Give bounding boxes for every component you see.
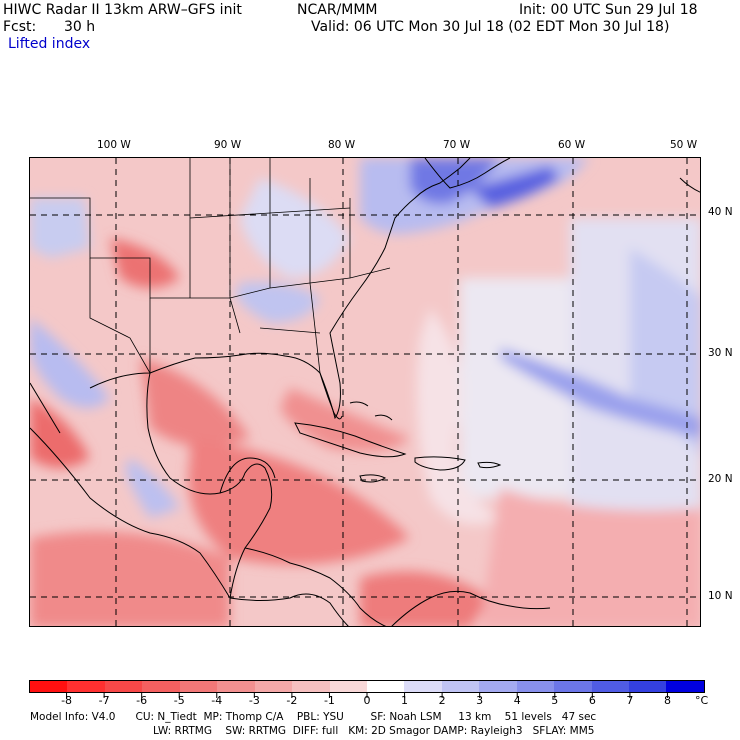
colorbar-swatch (479, 681, 517, 692)
colorbar-tick-label: -7 (98, 694, 110, 707)
colorbar-tick-label: 1 (401, 694, 409, 707)
colorbar-tick-label: -4 (211, 694, 223, 707)
map-canvas (30, 158, 700, 626)
colorbar-swatch (366, 681, 405, 692)
colorbar-swatch (591, 681, 629, 692)
coastlines (30, 158, 700, 626)
colorbar-swatch (554, 681, 592, 692)
lat-lon-grid (30, 158, 700, 626)
colorbar-tick-label: -8 (61, 694, 73, 707)
colorbar-swatch (104, 681, 143, 692)
colorbar-tick-label: -6 (136, 694, 148, 707)
colorbar-swatch (67, 681, 105, 692)
model-title: HIWC Radar II 13km ARW–GFS init (3, 2, 242, 18)
lon-label-60w: 60 W (558, 139, 586, 151)
colorbar-swatch (329, 681, 367, 692)
colorbar-tick-label: 0 (363, 694, 371, 707)
lat-label-30n: 30 N (708, 347, 733, 359)
colorbar-swatch (179, 681, 218, 692)
colorbar-tick-label: 5 (551, 694, 559, 707)
field-shading (30, 158, 700, 626)
model-info-line2: LW: RRTMG SW: RRTMG DIFF: full KM: 2D Sm… (153, 725, 595, 737)
forecast-hour: 30 h (64, 19, 96, 35)
political-borders (30, 158, 391, 374)
colorbar-swatch (30, 681, 68, 692)
colorbar-swatch (404, 681, 442, 692)
lon-label-70w: 70 W (443, 139, 471, 151)
lifted-index-map (29, 157, 701, 627)
colorbar-tick-label: -3 (248, 694, 260, 707)
organization-label: NCAR/MMM (297, 2, 378, 18)
colorbar-swatch (254, 681, 293, 692)
valid-time: Valid: 06 UTC Mon 30 Jul 18 (02 EDT Mon … (311, 19, 670, 35)
colorbar-tick-label: -5 (173, 694, 185, 707)
colorbar-tick-label: 6 (588, 694, 596, 707)
colorbar-tick-label: 8 (663, 694, 671, 707)
colorbar-swatch (666, 681, 704, 692)
colorbar-swatch (217, 681, 255, 692)
colorbar-tick-label: 3 (476, 694, 484, 707)
model-info-line1: Model Info: V4.0 CU: N_Tiedt MP: Thomp C… (30, 711, 597, 723)
colorbar-swatch (292, 681, 330, 692)
lifted-index-colorbar (29, 680, 705, 693)
lon-label-80w: 80 W (328, 139, 356, 151)
colorbar-tick-label: 7 (626, 694, 634, 707)
lat-label-40n: 40 N (708, 206, 733, 218)
colorbar-swatch (142, 681, 180, 692)
lon-label-50w: 50 W (670, 139, 698, 151)
colorbar-swatch (629, 681, 667, 692)
lat-label-20n: 20 N (708, 473, 733, 485)
lon-label-90w: 90 W (214, 139, 242, 151)
colorbar-tick-label: 2 (438, 694, 446, 707)
colorbar-swatch (516, 681, 555, 692)
colorbar-ticks (66, 693, 668, 698)
forecast-label: Fcst: (3, 19, 37, 35)
lat-label-10n: 10 N (708, 590, 733, 602)
lon-label-100w: 100 W (97, 139, 131, 151)
colorbar-swatch (441, 681, 480, 692)
colorbar-tick-label: -1 (323, 694, 335, 707)
colorbar-tick-label: 4 (513, 694, 521, 707)
init-time: Init: 00 UTC Sun 29 Jul 18 (519, 2, 698, 18)
colorbar-unit: °C (695, 694, 709, 707)
colorbar-tick-label: -2 (286, 694, 298, 707)
field-name: Lifted index (8, 36, 91, 52)
